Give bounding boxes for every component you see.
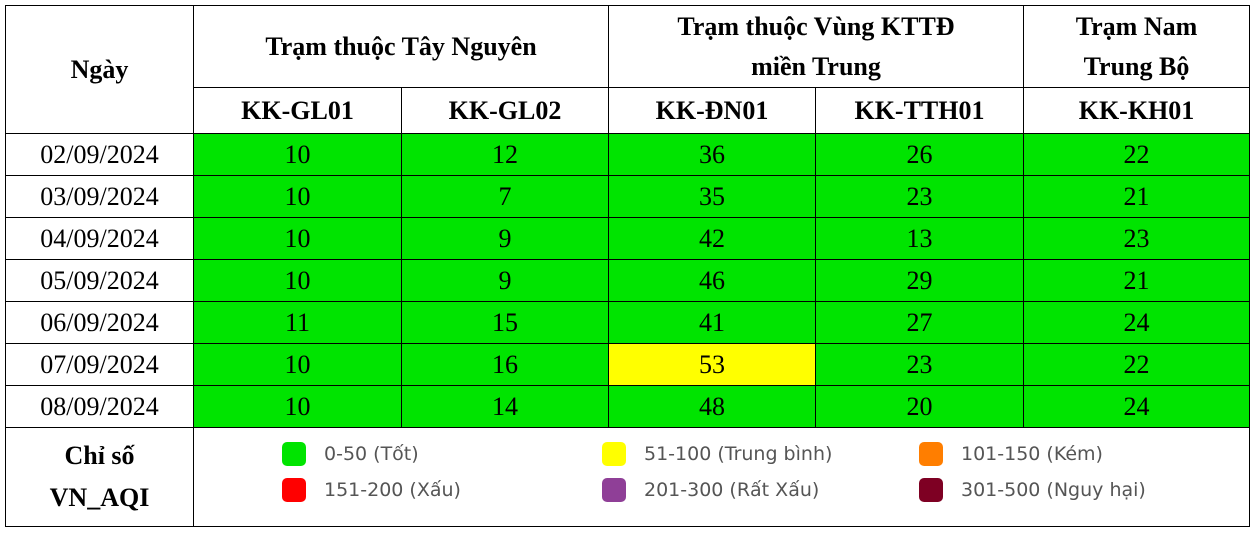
aqi-value-cell: 10 — [193, 175, 402, 218]
aqi-value-cell: 10 — [193, 133, 402, 176]
legend-item-label: 51-100 (Trung bình) — [644, 443, 833, 465]
legend-title-line1: Chỉ số — [64, 441, 135, 470]
aqi-value-cell: 48 — [608, 385, 816, 428]
date-cell: 05/09/2024 — [5, 259, 194, 302]
date-cell: 04/09/2024 — [5, 217, 194, 260]
aqi-value-cell: 7 — [401, 175, 609, 218]
legend-swatch — [919, 478, 943, 502]
legend-item-very-bad: 201-300 (Rất Xấu) — [602, 476, 819, 504]
aqi-value-cell: 23 — [815, 343, 1024, 386]
table-row: 05/09/2024 10 9 46 29 21 — [5, 259, 1250, 302]
aqi-value-cell: 10 — [193, 385, 402, 428]
group-label-line1: Trạm Nam — [1075, 11, 1198, 41]
station-header: KK-GL01 — [193, 87, 402, 134]
station-header: KK-ĐN01 — [608, 87, 816, 134]
date-cell: 07/09/2024 — [5, 343, 194, 386]
aqi-value-cell: 12 — [401, 133, 609, 176]
legend-title-line2: VN_AQI — [49, 483, 150, 512]
table-row: 07/09/2024 10 16 53 23 22 — [5, 343, 1250, 386]
station-header: KK-KH01 — [1023, 87, 1250, 134]
group-label-line2: Trung Bộ — [1083, 51, 1190, 81]
table-row: 06/09/2024 11 15 41 27 24 — [5, 301, 1250, 344]
table-row: 03/09/2024 10 7 35 23 21 — [5, 175, 1250, 218]
aqi-value-cell: 11 — [193, 301, 402, 344]
header-date-label: Ngày — [70, 54, 129, 84]
aqi-value-cell: 10 — [193, 217, 402, 260]
aqi-value-cell: 53 — [608, 343, 816, 386]
header-row-groups: Ngày Trạm thuộc Tây Nguyên Trạm thuộc Vù… — [5, 5, 1250, 134]
aqi-value-cell: 23 — [1023, 217, 1250, 260]
table-row: 08/09/2024 10 14 48 20 24 — [5, 385, 1250, 428]
legend-item-label: 101-150 (Kém) — [961, 443, 1103, 465]
legend-swatch — [282, 442, 306, 466]
legend-item-label: 301-500 (Nguy hại) — [961, 479, 1146, 501]
aqi-value-cell: 29 — [815, 259, 1024, 302]
legend-item-bad: 151-200 (Xấu) — [282, 476, 461, 504]
station-header: KK-GL02 — [401, 87, 609, 134]
aqi-value-cell: 24 — [1023, 301, 1250, 344]
legend-item-moderate: 51-100 (Trung bình) — [602, 440, 832, 468]
legend-title: Chỉ số VN_AQI — [5, 427, 194, 527]
aqi-value-cell: 10 — [193, 259, 402, 302]
group-label-line1: Trạm thuộc Vùng KTTĐ — [677, 11, 955, 41]
header-group-nam-trung-bo: Trạm Nam Trung Bộ — [1023, 5, 1250, 88]
aqi-value-cell: 35 — [608, 175, 816, 218]
legend-swatch — [919, 442, 943, 466]
aqi-value-cell: 10 — [193, 343, 402, 386]
aqi-value-cell: 22 — [1023, 133, 1250, 176]
aqi-value-cell: 13 — [815, 217, 1024, 260]
legend-panel: 0-50 (Tốt) 51-100 (Trung bình) 101-150 (… — [193, 427, 1250, 527]
aqi-table: Ngày Trạm thuộc Tây Nguyên Trạm thuộc Vù… — [5, 5, 1250, 527]
aqi-report: Ngày Trạm thuộc Tây Nguyên Trạm thuộc Vù… — [5, 5, 1250, 527]
aqi-value-cell: 9 — [401, 217, 609, 260]
aqi-value-cell: 24 — [1023, 385, 1250, 428]
aqi-value-cell: 27 — [815, 301, 1024, 344]
aqi-value-cell: 22 — [1023, 343, 1250, 386]
legend: 0-50 (Tốt) 51-100 (Trung bình) 101-150 (… — [194, 428, 1249, 526]
legend-item-hazardous: 301-500 (Nguy hại) — [919, 476, 1146, 504]
legend-item-good: 0-50 (Tốt) — [282, 440, 419, 468]
legend-swatch — [282, 478, 306, 502]
aqi-value-cell: 15 — [401, 301, 609, 344]
aqi-value-cell: 21 — [1023, 259, 1250, 302]
aqi-value-cell: 42 — [608, 217, 816, 260]
legend-item-label: 0-50 (Tốt) — [324, 443, 419, 465]
legend-item-label: 151-200 (Xấu) — [324, 479, 461, 501]
date-cell: 03/09/2024 — [5, 175, 194, 218]
aqi-value-cell: 9 — [401, 259, 609, 302]
group-label-line2: miền Trung — [751, 51, 881, 81]
aqi-value-cell: 14 — [401, 385, 609, 428]
aqi-value-cell: 21 — [1023, 175, 1250, 218]
aqi-value-cell: 20 — [815, 385, 1024, 428]
header-group-tay-nguyen: Trạm thuộc Tây Nguyên — [193, 5, 609, 88]
aqi-value-cell: 26 — [815, 133, 1024, 176]
legend-swatch — [602, 442, 626, 466]
group-label: Trạm thuộc Tây Nguyên — [265, 31, 537, 61]
date-cell: 06/09/2024 — [5, 301, 194, 344]
header-date: Ngày — [5, 5, 194, 134]
legend-item-label: 201-300 (Rất Xấu) — [644, 479, 820, 501]
aqi-value-cell: 41 — [608, 301, 816, 344]
aqi-value-cell: 23 — [815, 175, 1024, 218]
aqi-value-cell: 16 — [401, 343, 609, 386]
header-group-kttd-mien-trung: Trạm thuộc Vùng KTTĐ miền Trung — [608, 5, 1024, 88]
aqi-value-cell: 36 — [608, 133, 816, 176]
aqi-value-cell: 46 — [608, 259, 816, 302]
table-row: 04/09/2024 10 9 42 13 23 — [5, 217, 1250, 260]
date-cell: 02/09/2024 — [5, 133, 194, 176]
date-cell: 08/09/2024 — [5, 385, 194, 428]
legend-item-poor: 101-150 (Kém) — [919, 440, 1103, 468]
legend-row: Chỉ số VN_AQI 0-50 (Tốt) 51-100 (Trung b… — [5, 427, 1250, 527]
table-row: 02/09/2024 10 12 36 26 22 — [5, 133, 1250, 176]
legend-swatch — [602, 478, 626, 502]
station-header: KK-TTH01 — [815, 87, 1024, 134]
